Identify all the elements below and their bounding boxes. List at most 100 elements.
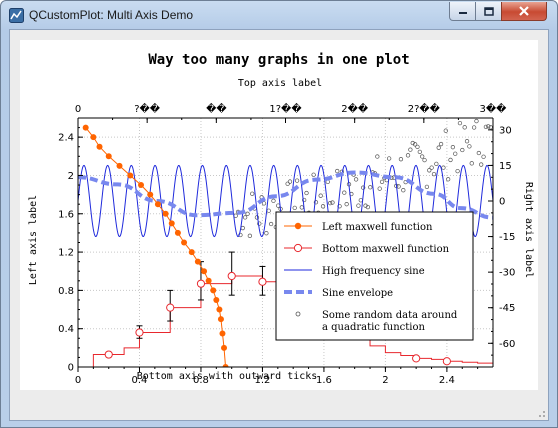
scatter-point	[375, 154, 380, 159]
left-maxwell-point	[147, 191, 154, 198]
scatter-point	[476, 150, 481, 156]
scatter-point	[335, 168, 340, 174]
left-maxwell-point	[188, 249, 195, 256]
left-maxwell-point	[201, 268, 208, 275]
top-tick-label: ?��	[134, 102, 161, 115]
multi-axis-chart[interactable]: 0 0.4 0.8 1.2 1.6 2 2.4 0 0.4 0.8 1.2 1.6 2 2.4 0 ?�� ��…	[20, 40, 538, 390]
bottom-maxwell-point	[412, 354, 421, 363]
top-tick-label: ��	[206, 102, 227, 115]
scatter-point	[304, 190, 309, 196]
right-tick-label: 0	[499, 197, 505, 208]
scatter-point	[330, 200, 335, 205]
scatter-point	[365, 204, 371, 210]
left-maxwell-point	[217, 316, 224, 323]
legend-item-high-frequency-sine[interactable]: High frequency sine	[284, 266, 425, 277]
scatter-point	[242, 215, 248, 220]
scatter-point	[254, 215, 260, 220]
left-maxwell-point	[127, 172, 134, 179]
legend-item-random-data[interactable]: Some random data around a quadratic func…	[295, 310, 460, 333]
plot-widget[interactable]: 0 0.4 0.8 1.2 1.6 2 2.4 0 0.4 0.8 1.2 1.6 2 2.4 0 ?�� ��…	[20, 40, 538, 390]
scatter-point	[457, 120, 463, 126]
legend[interactable]: Left maxwell function Bottom maxwell fun…	[275, 211, 474, 341]
scatter-point	[379, 179, 385, 185]
left-maxwell-point	[116, 162, 123, 169]
left-maxwell-point	[194, 258, 201, 265]
scatter-point	[417, 149, 422, 155]
minimize-button[interactable]	[449, 2, 476, 21]
scatter-point	[443, 128, 448, 133]
scatter-point	[415, 144, 420, 150]
scatter-point	[453, 151, 458, 156]
scatter-point	[268, 221, 274, 227]
scatter-point	[469, 161, 474, 166]
maximize-icon	[483, 6, 494, 16]
scatter-point	[250, 191, 255, 196]
left-maxwell-point	[82, 124, 89, 131]
scatter-point	[448, 157, 453, 163]
scatter-point	[342, 190, 347, 195]
sine-envelope-line	[78, 170, 493, 220]
bottom-tick-label: 0.4	[132, 375, 148, 386]
bottom-axis-title: Bottom axis with outward ticks	[137, 371, 318, 382]
right-tick-label: -30	[499, 268, 515, 279]
scatter-point	[327, 201, 333, 206]
scatter-point	[368, 185, 373, 190]
legend-random-line-1: Some random data around	[322, 310, 458, 321]
scatter-point	[344, 202, 349, 207]
scatter-point	[410, 140, 415, 146]
right-axis-title: Right axis label	[523, 182, 534, 278]
maximize-button[interactable]	[475, 2, 502, 21]
scatter-point	[261, 201, 267, 206]
left-tick-label: 2	[68, 171, 74, 182]
title-bar[interactable]: QCustomPlot: Multi Axis Demo	[1, 1, 557, 29]
top-axis-title: Top axis label	[238, 78, 322, 89]
right-tick-label: 15	[499, 161, 512, 172]
resize-grip-icon[interactable]	[536, 408, 546, 418]
legend-item-bottom-maxwell[interactable]: Bottom maxwell function	[284, 243, 450, 255]
legend-label-high-frequency-sine: High frequency sine	[322, 266, 425, 277]
scatter-point	[245, 211, 250, 216]
left-tick-label: 0.8	[58, 286, 74, 297]
top-tick-label: 3��	[480, 102, 508, 115]
left-maxwell-point	[181, 239, 188, 246]
top-tick-label: 1?��	[269, 102, 302, 115]
bottom-tick-label: 2.4	[439, 375, 455, 386]
scatter-point	[471, 125, 477, 130]
scatter-point	[320, 204, 326, 209]
legend-item-left-maxwell[interactable]: Left maxwell function	[284, 222, 433, 233]
left-maxwell-point	[138, 182, 145, 189]
scatter-point	[285, 181, 290, 186]
scatter-point	[408, 147, 413, 152]
scatter-point	[467, 144, 472, 149]
left-tick-label: 1.6	[58, 209, 74, 220]
scatter-point	[424, 184, 430, 189]
scatter-point	[361, 185, 366, 190]
left-tick-label: 1.2	[58, 248, 74, 259]
scatter-point	[412, 142, 418, 147]
bottom-tick-label: 2	[382, 375, 388, 386]
scatter-point	[462, 125, 467, 130]
top-tick-label: 2��	[341, 102, 369, 115]
app-icon	[9, 8, 24, 23]
left-maxwell-point	[213, 296, 220, 303]
scatter-point	[429, 165, 434, 170]
top-tick-label: 0	[75, 104, 81, 115]
close-button[interactable]	[501, 2, 547, 21]
scatter-point	[318, 193, 323, 198]
scatter-point	[294, 178, 300, 183]
scatter-point	[474, 118, 479, 124]
legend-item-sine-envelope[interactable]: Sine envelope	[284, 288, 393, 299]
left-maxwell-point	[162, 210, 169, 217]
right-tick-label: -15	[499, 232, 515, 243]
legend-label-random-data: Some random data around a quadratic func…	[322, 310, 460, 333]
scatter-point	[427, 168, 432, 173]
right-tick-label: -45	[499, 303, 515, 314]
left-maxwell-point	[90, 134, 97, 141]
scatter-point	[486, 124, 491, 129]
scatter-point	[479, 162, 484, 167]
bottom-maxwell-point	[104, 350, 113, 359]
left-tick-label: 0.4	[58, 324, 74, 335]
left-maxwell-point	[219, 330, 226, 337]
bottom-tick-label: 0.8	[193, 375, 209, 386]
